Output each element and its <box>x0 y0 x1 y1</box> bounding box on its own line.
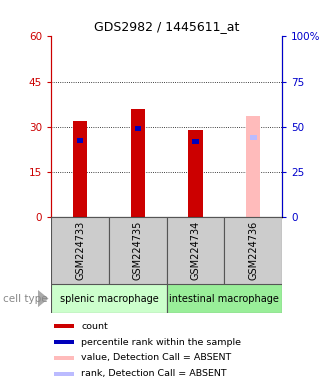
Bar <box>54 324 74 328</box>
Text: percentile rank within the sample: percentile rank within the sample <box>81 338 241 347</box>
Bar <box>51 284 167 313</box>
Bar <box>188 130 203 217</box>
Title: GDS2982 / 1445611_at: GDS2982 / 1445611_at <box>94 20 239 33</box>
Text: GSM224734: GSM224734 <box>190 221 201 280</box>
Text: GSM224736: GSM224736 <box>248 221 258 280</box>
Bar <box>54 356 74 360</box>
Text: count: count <box>81 322 108 331</box>
Bar <box>224 217 282 284</box>
Bar <box>167 217 224 284</box>
Bar <box>131 109 145 217</box>
Bar <box>77 137 83 143</box>
Bar <box>167 284 282 313</box>
Text: GSM224733: GSM224733 <box>75 221 85 280</box>
Bar <box>192 139 199 144</box>
Polygon shape <box>38 290 49 307</box>
Bar <box>51 217 109 284</box>
Bar <box>54 372 74 376</box>
Bar <box>250 134 256 140</box>
Text: intestinal macrophage: intestinal macrophage <box>170 293 279 304</box>
Text: splenic macrophage: splenic macrophage <box>59 293 158 304</box>
Bar <box>246 116 260 217</box>
Text: rank, Detection Call = ABSENT: rank, Detection Call = ABSENT <box>81 369 227 378</box>
Text: cell type: cell type <box>3 293 48 304</box>
Text: GSM224735: GSM224735 <box>133 221 143 280</box>
Bar <box>54 340 74 344</box>
Bar <box>109 217 167 284</box>
Bar <box>73 121 87 217</box>
Bar <box>135 126 141 131</box>
Text: value, Detection Call = ABSENT: value, Detection Call = ABSENT <box>81 354 231 362</box>
